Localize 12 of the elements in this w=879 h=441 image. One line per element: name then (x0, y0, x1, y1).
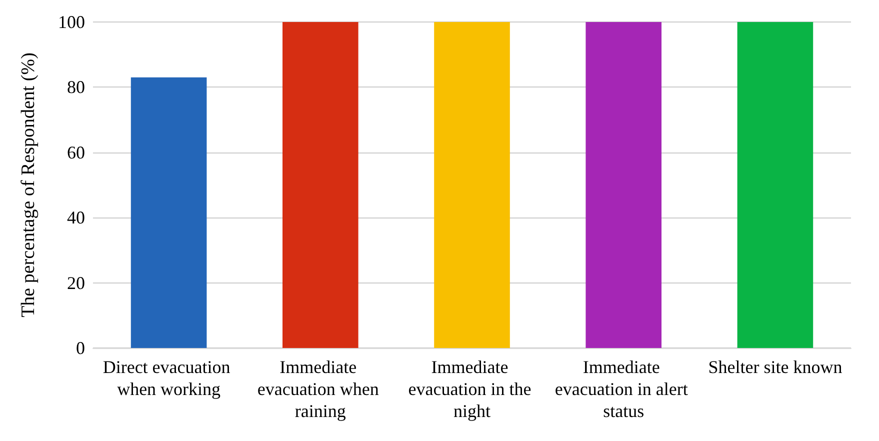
y-tick-label: 0 (76, 338, 85, 358)
y-axis-title: The percentage of Respondent (%) (18, 52, 39, 318)
x-tick-label: Immediate evacuation in the night (408, 357, 536, 421)
y-tick-label: 40 (67, 208, 85, 228)
x-tick-label: Shelter site known (708, 357, 842, 377)
y-tick-label: 60 (67, 142, 85, 162)
y-tick-label: 80 (67, 77, 85, 98)
x-tick-label: Direct evacuation when working (102, 357, 235, 399)
y-tick-label: 100 (58, 12, 85, 32)
x-tick-label: Immediate evacuation in alert status (554, 357, 692, 421)
y-tick-label: 20 (67, 272, 85, 293)
x-tick-label: Immediate evacuation when raining (257, 357, 384, 421)
